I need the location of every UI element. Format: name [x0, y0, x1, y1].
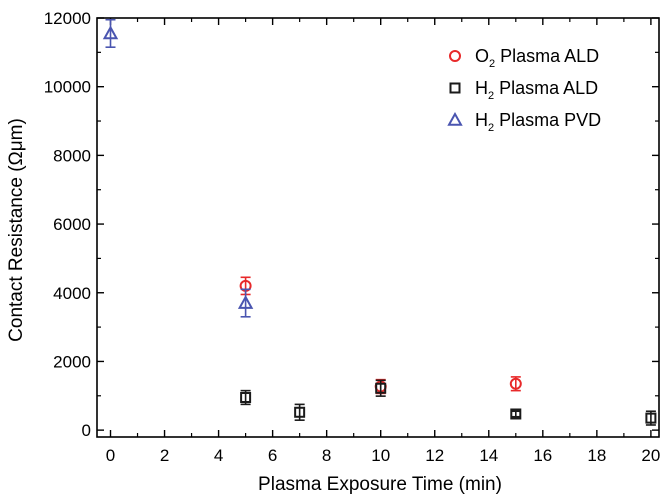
y-tick-label: 10000 — [44, 78, 91, 97]
data-point — [510, 408, 522, 420]
x-tick-label: 0 — [106, 446, 115, 465]
data-point — [237, 294, 254, 309]
data-point — [375, 382, 387, 394]
data-point — [645, 412, 657, 424]
legend-marker — [447, 111, 463, 126]
legend: O2 Plasma ALD H2 Plasma ALD H2 Plasma PVD — [447, 46, 601, 134]
data-marks — [102, 18, 657, 426]
y-tick-label: 6000 — [53, 215, 91, 234]
plot-frame — [96, 17, 660, 438]
x-tick-label: 10 — [371, 446, 390, 465]
legend-label: H2 Plasma PVD — [475, 110, 601, 134]
y-tick-label: 2000 — [53, 352, 91, 371]
data-point — [294, 406, 306, 418]
x-tick-label: 18 — [587, 446, 606, 465]
data-point — [240, 392, 252, 404]
x-axis-title: Plasma Exposure Time (min) — [258, 474, 502, 495]
x-tick-label: 6 — [268, 446, 277, 465]
x-tick-label: 20 — [641, 446, 660, 465]
x-tick-label: 12 — [425, 446, 444, 465]
y-tick-label: 12000 — [44, 9, 91, 28]
axes — [96, 17, 660, 438]
ticks: 0 2 4 6 8 10 12 14 16 18 20 0 2000 4000 6000 8000 10000 1… — [44, 9, 661, 465]
y-tick-label: 8000 — [53, 146, 91, 165]
x-tick-label: 14 — [479, 446, 498, 465]
legend-label: H2 Plasma ALD — [475, 78, 598, 102]
data-point — [509, 377, 522, 390]
y-tick-label: 4000 — [53, 284, 91, 303]
y-axis-title: Contact Resistance (Ωμm) — [6, 118, 27, 342]
legend-marker — [449, 82, 461, 94]
x-tick-label: 4 — [214, 446, 223, 465]
x-tick-label: 16 — [533, 446, 552, 465]
x-tick-label: 8 — [322, 446, 331, 465]
legend-marker — [449, 50, 461, 62]
x-tick-label: 2 — [160, 446, 169, 465]
y-tick-label: 0 — [82, 421, 91, 440]
legend-label: O2 Plasma ALD — [475, 46, 599, 70]
data-point — [102, 25, 119, 40]
